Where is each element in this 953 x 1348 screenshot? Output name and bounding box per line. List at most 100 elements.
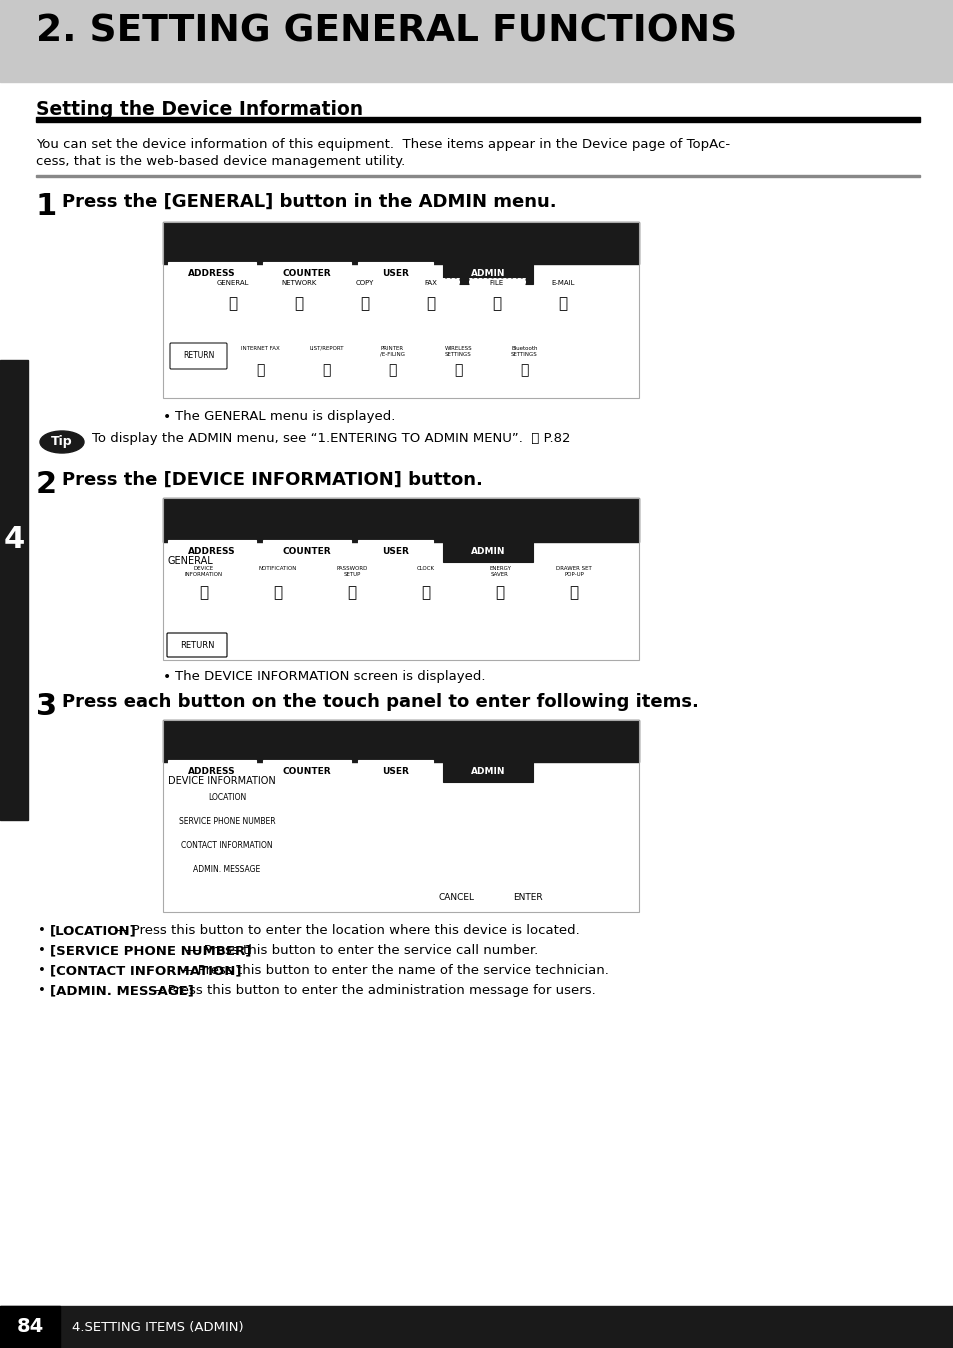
- Text: 🔧: 🔧: [492, 295, 501, 310]
- Bar: [288, 860, 488, 879]
- Bar: [298, 344, 354, 396]
- Text: Press the [GENERAL] button in the ADMIN menu.: Press the [GENERAL] button in the ADMIN …: [62, 193, 556, 212]
- Bar: [431, 344, 485, 396]
- Text: Bluetooth
SETTINGS: Bluetooth SETTINGS: [511, 346, 537, 357]
- Bar: [163, 222, 639, 264]
- Bar: [0, 1306, 953, 1348]
- Bar: [174, 563, 233, 621]
- Text: [CONTACT INFORMATION]: [CONTACT INFORMATION]: [50, 964, 241, 977]
- Text: 4: 4: [4, 526, 25, 554]
- Bar: [263, 262, 351, 284]
- Text: RETURN: RETURN: [179, 640, 214, 650]
- Bar: [205, 278, 261, 334]
- Bar: [168, 760, 255, 782]
- Text: 1: 1: [36, 191, 57, 221]
- Text: 🔧: 🔧: [421, 585, 430, 600]
- Bar: [288, 836, 488, 855]
- Text: PRINTER
/E-FILING: PRINTER /E-FILING: [379, 346, 405, 357]
- Text: To display the ADMIN menu, see “1.ENTERING TO ADMIN MENU”.  ⓘ P.82: To display the ADMIN menu, see “1.ENTERI…: [91, 431, 570, 445]
- Text: •: •: [163, 670, 172, 683]
- Text: [ADMIN. MESSAGE]: [ADMIN. MESSAGE]: [50, 984, 193, 998]
- Bar: [163, 497, 639, 661]
- Bar: [471, 563, 529, 621]
- Text: COUNTER: COUNTER: [282, 546, 331, 555]
- Text: Press each button on the touch panel to enter following items.: Press each button on the touch panel to …: [62, 693, 699, 710]
- Bar: [357, 541, 433, 562]
- Bar: [163, 720, 639, 913]
- Text: 84: 84: [16, 1317, 44, 1336]
- Bar: [442, 262, 533, 284]
- Text: •: •: [38, 944, 46, 957]
- Bar: [163, 497, 639, 542]
- Bar: [442, 541, 533, 562]
- Bar: [469, 278, 524, 334]
- Bar: [288, 789, 488, 807]
- Bar: [365, 344, 419, 396]
- Bar: [497, 344, 552, 396]
- Text: INTERNET FAX: INTERNET FAX: [241, 346, 279, 350]
- Bar: [402, 278, 458, 334]
- Text: NETWORK: NETWORK: [281, 280, 316, 286]
- Text: 🔧: 🔧: [256, 363, 264, 377]
- Bar: [168, 262, 255, 284]
- Text: COPY: COPY: [355, 280, 374, 286]
- Text: RETURN: RETURN: [183, 352, 214, 360]
- Text: — Press this button to enter the name of the service technician.: — Press this button to enter the name of…: [175, 964, 608, 977]
- Text: USER: USER: [381, 767, 409, 775]
- Text: cess, that is the web-based device management utility.: cess, that is the web-based device manag…: [36, 155, 405, 168]
- Text: ADMIN: ADMIN: [470, 767, 505, 775]
- Text: ADDRESS: ADDRESS: [188, 767, 235, 775]
- Text: Tip: Tip: [51, 435, 72, 449]
- Text: USER: USER: [381, 268, 409, 278]
- Bar: [36, 117, 919, 123]
- Text: •: •: [38, 923, 46, 937]
- Bar: [422, 888, 491, 909]
- Text: ADDRESS: ADDRESS: [188, 546, 235, 555]
- Bar: [163, 222, 639, 398]
- Text: •: •: [38, 984, 46, 998]
- Text: CONTACT INFORMATION: CONTACT INFORMATION: [181, 841, 273, 851]
- Bar: [0, 0, 953, 82]
- Text: 4.SETTING ITEMS (ADMIN): 4.SETTING ITEMS (ADMIN): [71, 1321, 243, 1333]
- Bar: [263, 541, 351, 562]
- Text: 🔧: 🔧: [495, 585, 504, 600]
- Text: FILE: FILE: [489, 280, 503, 286]
- Text: [LOCATION]: [LOCATION]: [50, 923, 136, 937]
- Text: CANCEL: CANCEL: [438, 894, 475, 903]
- Bar: [263, 760, 351, 782]
- Bar: [163, 222, 639, 398]
- Text: The DEVICE INFORMATION screen is displayed.: The DEVICE INFORMATION screen is display…: [174, 670, 485, 683]
- Bar: [163, 720, 639, 762]
- FancyBboxPatch shape: [167, 634, 227, 656]
- Bar: [163, 720, 639, 913]
- Bar: [396, 563, 455, 621]
- Text: GENERAL: GENERAL: [168, 555, 213, 566]
- Text: — Press this button to enter the service call number.: — Press this button to enter the service…: [182, 944, 537, 957]
- Bar: [357, 262, 433, 284]
- Bar: [168, 836, 286, 855]
- Text: 🔧: 🔧: [519, 363, 528, 377]
- Bar: [288, 811, 488, 830]
- Text: FAX: FAX: [424, 280, 437, 286]
- Text: 🔧: 🔧: [199, 585, 209, 600]
- Text: 🔧: 🔧: [454, 363, 462, 377]
- Text: LOCATION: LOCATION: [208, 793, 246, 802]
- Text: 🔧: 🔧: [426, 295, 436, 310]
- Text: E-MAIL: E-MAIL: [551, 280, 574, 286]
- Text: DRAWER SET
POP-UP: DRAWER SET POP-UP: [556, 566, 591, 577]
- Text: 🔧: 🔧: [274, 585, 282, 600]
- Text: 🔧: 🔧: [294, 295, 303, 310]
- Bar: [233, 344, 288, 396]
- Text: 🔧: 🔧: [388, 363, 396, 377]
- Text: •: •: [38, 964, 46, 977]
- Text: Press the [DEVICE INFORMATION] button.: Press the [DEVICE INFORMATION] button.: [62, 470, 482, 489]
- Text: COUNTER: COUNTER: [282, 767, 331, 775]
- Bar: [168, 789, 286, 807]
- Text: SERVICE PHONE NUMBER: SERVICE PHONE NUMBER: [178, 817, 275, 826]
- Text: 2: 2: [36, 470, 57, 499]
- Text: — Press this button to enter the administration message for users.: — Press this button to enter the adminis…: [146, 984, 595, 998]
- Text: •: •: [163, 410, 172, 425]
- Bar: [168, 860, 286, 879]
- Bar: [271, 278, 327, 334]
- Bar: [357, 760, 433, 782]
